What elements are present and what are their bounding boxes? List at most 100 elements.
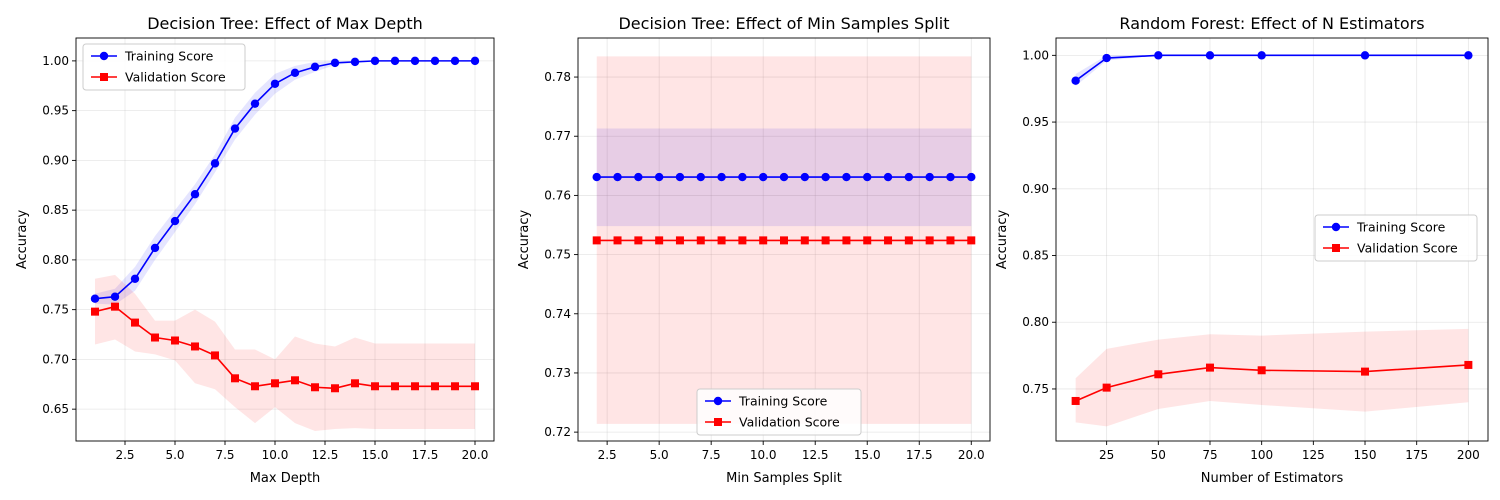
- chart-title: Decision Tree: Effect of Max Depth: [147, 14, 423, 33]
- data-point-validation: [1102, 383, 1111, 392]
- data-point-training: [946, 172, 955, 182]
- data-point-training: [310, 62, 320, 72]
- data-point-training: [1360, 51, 1370, 60]
- data-point-training: [842, 172, 851, 182]
- data-point-validation: [884, 236, 893, 245]
- data-point-validation: [151, 333, 159, 342]
- legend: Training Score Validation Score: [82, 43, 246, 91]
- data-point-validation: [171, 336, 179, 345]
- data-point-validation: [592, 236, 601, 245]
- y-tick-label: 0.72: [544, 425, 571, 439]
- chart-title: Decision Tree: Effect of Min Samples Spl…: [618, 14, 949, 33]
- axes-frame: [577, 37, 991, 442]
- chart-title: Random Forest: Effect of N Estimators: [1119, 14, 1424, 33]
- data-point-validation: [1071, 396, 1080, 405]
- data-point-training: [904, 172, 914, 182]
- x-tick-label: 75: [1202, 448, 1217, 462]
- data-point-training: [130, 274, 140, 284]
- x-tick-label: 12.5: [802, 448, 829, 462]
- data-point-training: [779, 172, 789, 182]
- legend-marker-validation: [714, 418, 722, 426]
- data-point-training: [800, 172, 810, 182]
- data-point-validation: [411, 382, 419, 391]
- data-point-training: [110, 292, 120, 301]
- data-point-validation: [271, 379, 279, 388]
- data-point-training: [230, 124, 240, 133]
- data-point-training: [1154, 51, 1163, 60]
- plot-area: [1071, 51, 1473, 427]
- y-tick-label: 0.80: [1022, 315, 1049, 329]
- data-point-training: [1102, 53, 1111, 63]
- y-tick-label: 0.65: [42, 402, 69, 416]
- legend-label: Validation Score: [1357, 241, 1458, 256]
- legend-label: Training Score: [1356, 220, 1446, 235]
- legend: Training Score Validation Score: [1314, 214, 1478, 262]
- legend-label: Validation Score: [125, 70, 226, 85]
- chart-panel-1: 2.5 5.0 7.5 10.0 12.5 15.0 17.5 20.0 0.65 0.70 0.7…: [15, 14, 495, 486]
- x-tick-label: 7.5: [702, 448, 721, 462]
- legend-label: Training Score: [738, 394, 828, 409]
- legend: Training Score Validation Score: [696, 388, 862, 436]
- data-point-validation: [351, 379, 359, 388]
- data-point-validation: [131, 318, 139, 327]
- data-point-training: [717, 172, 726, 182]
- data-point-training: [634, 172, 643, 182]
- data-point-training: [190, 190, 200, 199]
- data-point-validation: [842, 236, 851, 245]
- axes-frame: [1055, 37, 1489, 442]
- data-point-validation: [331, 384, 339, 393]
- y-tick-label: 0.73: [544, 366, 571, 380]
- x-tick-label: 10.0: [262, 448, 289, 462]
- legend-marker-training: [713, 396, 723, 406]
- data-point-training: [370, 56, 380, 66]
- legend-marker-training: [99, 51, 109, 61]
- data-point-training: [675, 172, 685, 182]
- data-point-training: [863, 172, 872, 182]
- data-point-training: [350, 57, 360, 67]
- confidence-band-training: [1075, 55, 1469, 87]
- y-tick-label: 0.85: [1022, 249, 1049, 263]
- y-tick-label: 0.75: [42, 303, 69, 317]
- legend-marker-training: [1331, 222, 1341, 232]
- data-point-training: [821, 172, 830, 182]
- data-point-validation: [634, 236, 643, 245]
- data-point-validation: [717, 236, 726, 245]
- data-point-training: [925, 172, 934, 182]
- x-axis-label: Max Depth: [250, 471, 321, 486]
- x-tick-label: 2.5: [598, 448, 617, 462]
- confidence-band-validation: [1075, 328, 1469, 427]
- x-tick-label: 20.0: [958, 448, 985, 462]
- data-point-training: [654, 172, 664, 182]
- data-point-training: [967, 172, 976, 182]
- data-point-validation: [780, 236, 788, 245]
- data-point-validation: [1154, 370, 1163, 379]
- data-point-validation: [696, 236, 705, 245]
- legend-label: Validation Score: [739, 415, 840, 430]
- data-point-training: [1071, 76, 1080, 85]
- x-axis-label: Min Samples Split: [726, 471, 842, 486]
- data-point-training: [330, 58, 340, 68]
- data-point-validation: [251, 382, 259, 391]
- y-axis-label: Accuracy: [995, 210, 1010, 270]
- data-point-training: [470, 56, 480, 66]
- data-point-validation: [904, 236, 913, 245]
- data-point-validation: [655, 236, 664, 245]
- data-point-validation: [211, 351, 219, 360]
- data-point-validation: [863, 236, 872, 245]
- x-tick-label: 12.5: [312, 448, 339, 462]
- data-point-validation: [738, 236, 747, 245]
- plot-area: [592, 56, 976, 424]
- data-point-validation: [91, 307, 99, 316]
- data-point-validation: [191, 342, 199, 351]
- data-point-training: [450, 56, 460, 66]
- data-point-validation: [821, 236, 830, 245]
- data-point-training: [290, 68, 300, 78]
- x-tick-label: 175: [1405, 448, 1428, 462]
- y-tick-label: 0.76: [544, 188, 571, 202]
- y-axis-label: Accuracy: [15, 210, 30, 270]
- y-tick-label: 0.75: [544, 248, 571, 262]
- chart-panel-3: 25 50 75 100 125 150 175 200 0.75 0.80 0.85 0.90 0.9…: [995, 14, 1489, 486]
- data-point-training: [1205, 51, 1215, 60]
- legend-label: Training Score: [124, 49, 214, 64]
